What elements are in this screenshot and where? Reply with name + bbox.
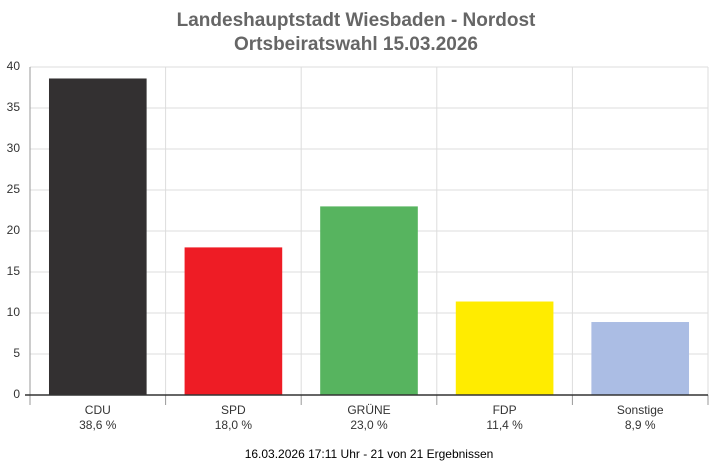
x-tick-label: GRÜNE [347, 403, 390, 417]
y-tick-label: 25 [7, 182, 21, 196]
bar [455, 301, 554, 395]
x-tick-label: FDP [493, 403, 517, 417]
y-tick-label: 40 [7, 59, 21, 73]
bar [48, 78, 147, 395]
y-tick-label: 0 [13, 387, 20, 401]
value-label: 23,0 % [350, 418, 388, 432]
y-tick-label: 15 [7, 264, 21, 278]
bar [320, 206, 418, 395]
chart-subtitle: Ortsbeiratswahl 15.03.2026 [234, 34, 478, 55]
value-label: 38,6 % [79, 418, 117, 432]
bar [591, 322, 690, 395]
x-tick-label: SPD [221, 403, 246, 417]
y-tick-label: 20 [7, 223, 21, 237]
value-label: 8,9 % [625, 418, 656, 432]
footnote: 16.03.2026 17:11 Uhr - 21 von 21 Ergebni… [245, 447, 494, 461]
y-tick-label: 10 [7, 305, 21, 319]
y-tick-label: 5 [13, 346, 20, 360]
x-tick-label: CDU [85, 403, 111, 417]
value-label: 11,4 % [486, 418, 523, 432]
bar [184, 247, 283, 395]
y-tick-label: 35 [7, 100, 21, 114]
value-label: 18,0 % [215, 418, 253, 432]
y-tick-label: 30 [7, 141, 21, 155]
x-tick-label: Sonstige [617, 403, 664, 417]
chart-title: Landeshauptstadt Wiesbaden - Nordost [177, 10, 536, 31]
